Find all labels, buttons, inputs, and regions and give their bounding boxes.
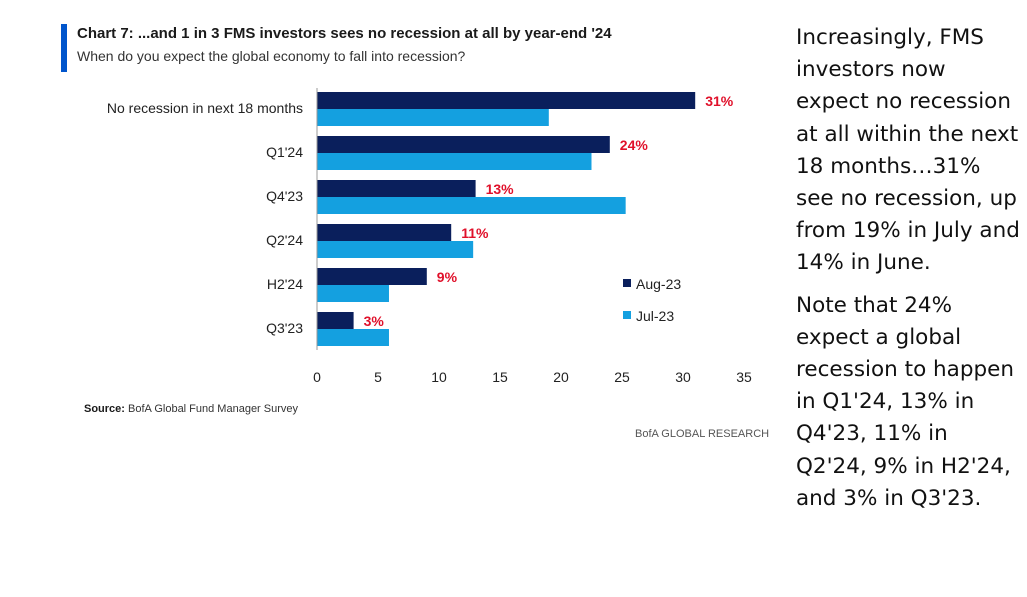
source-note: Source: BofA Global Fund Manager Survey (84, 403, 298, 415)
bar-jul-23 (317, 329, 389, 346)
x-tick-label: 5 (374, 369, 382, 385)
x-tick-label: 15 (492, 369, 508, 385)
category-label: Q4'23 (266, 188, 303, 204)
bar-jul-23 (317, 153, 592, 170)
x-tick-label: 10 (431, 369, 447, 385)
legend-swatch-jul-23 (623, 311, 631, 319)
x-tick-label: 0 (313, 369, 321, 385)
legend-label: Aug-23 (636, 276, 681, 292)
x-tick-label: 25 (614, 369, 630, 385)
commentary-panel: Increasingly, FMS investors now expect n… (796, 22, 1024, 525)
data-label: 13% (486, 181, 515, 197)
data-label: 3% (364, 313, 385, 329)
commentary-paragraph-2: Note that 24% expect a global recession … (796, 292, 1015, 511)
bar-aug-23 (317, 180, 476, 197)
bar-jul-23 (317, 197, 626, 214)
bar-aug-23 (317, 268, 427, 285)
bar-aug-23 (317, 136, 610, 153)
category-label: H2'24 (267, 276, 303, 292)
chart-title: Chart 7: ...and 1 in 3 FMS investors see… (77, 25, 612, 42)
x-tick-label: 20 (553, 369, 569, 385)
x-tick-label: 35 (736, 369, 752, 385)
bar-jul-23 (317, 285, 389, 302)
bar-chart: No recession in next 18 months 31% Q1'24 24… (107, 88, 752, 385)
brand-label: BofA GLOBAL RESEARCH (635, 428, 770, 440)
bar-aug-23 (317, 312, 354, 329)
title-accent-bar (61, 24, 67, 72)
bar-jul-23 (317, 241, 474, 258)
bar-aug-23 (317, 92, 696, 109)
source-label: Source: (84, 403, 125, 415)
commentary-paragraph-1: Increasingly, FMS investors now expect n… (796, 25, 1020, 276)
bar-jul-23 (317, 109, 549, 126)
chart-subtitle: When do you expect the global economy to… (77, 48, 466, 64)
category-label: Q1'24 (266, 144, 303, 160)
data-label: 9% (437, 269, 458, 285)
legend-swatch-aug-23 (623, 279, 631, 287)
bar-aug-23 (317, 224, 452, 241)
source-text: BofA Global Fund Manager Survey (128, 403, 299, 415)
data-label: 31% (705, 93, 734, 109)
category-label: No recession in next 18 months (107, 100, 303, 116)
data-label: 11% (461, 225, 489, 241)
category-label: Q3'23 (266, 320, 303, 336)
x-tick-label: 30 (675, 369, 691, 385)
legend-label: Jul-23 (636, 308, 674, 324)
category-label: Q2'24 (266, 232, 303, 248)
data-label: 24% (620, 137, 649, 153)
